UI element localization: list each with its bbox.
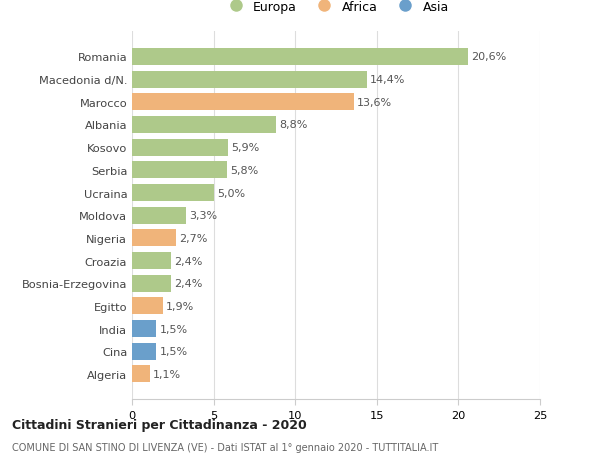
Bar bbox=[132, 343, 157, 360]
Bar bbox=[132, 207, 186, 224]
Bar bbox=[132, 230, 176, 247]
Text: 2,4%: 2,4% bbox=[175, 279, 203, 289]
Text: 1,9%: 1,9% bbox=[166, 301, 194, 311]
Bar bbox=[132, 252, 171, 269]
Legend: Europa, Africa, Asia: Europa, Africa, Asia bbox=[218, 0, 454, 18]
Bar bbox=[132, 185, 214, 202]
Text: 5,8%: 5,8% bbox=[230, 166, 258, 175]
Bar bbox=[132, 162, 227, 179]
Text: COMUNE DI SAN STINO DI LIVENZA (VE) - Dati ISTAT al 1° gennaio 2020 - TUTTITALIA: COMUNE DI SAN STINO DI LIVENZA (VE) - Da… bbox=[12, 442, 438, 453]
Text: 1,5%: 1,5% bbox=[160, 347, 188, 357]
Text: 2,4%: 2,4% bbox=[175, 256, 203, 266]
Text: 2,7%: 2,7% bbox=[179, 233, 208, 243]
Text: 1,1%: 1,1% bbox=[153, 369, 181, 379]
Text: 14,4%: 14,4% bbox=[370, 75, 406, 85]
Text: Cittadini Stranieri per Cittadinanza - 2020: Cittadini Stranieri per Cittadinanza - 2… bbox=[12, 418, 307, 431]
Text: 8,8%: 8,8% bbox=[279, 120, 307, 130]
Text: 20,6%: 20,6% bbox=[472, 52, 507, 62]
Text: 5,0%: 5,0% bbox=[217, 188, 245, 198]
Text: 3,3%: 3,3% bbox=[189, 211, 217, 221]
Bar bbox=[132, 49, 468, 66]
Bar bbox=[132, 275, 171, 292]
Bar bbox=[132, 298, 163, 315]
Text: 1,5%: 1,5% bbox=[160, 324, 188, 334]
Bar bbox=[132, 117, 275, 134]
Text: 5,9%: 5,9% bbox=[232, 143, 260, 153]
Bar bbox=[132, 94, 354, 111]
Bar bbox=[132, 366, 150, 383]
Bar bbox=[132, 140, 228, 157]
Bar bbox=[132, 72, 367, 89]
Text: 13,6%: 13,6% bbox=[357, 98, 392, 107]
Bar bbox=[132, 320, 157, 337]
